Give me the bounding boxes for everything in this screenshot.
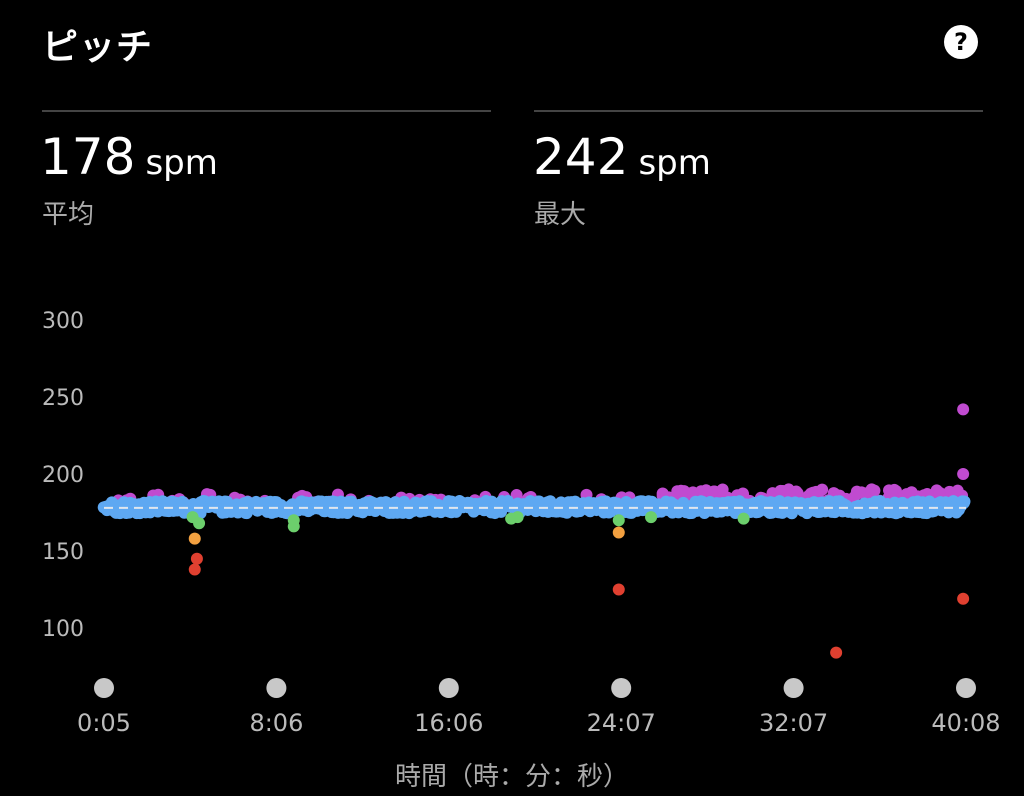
x-tick-label: 8:06: [249, 709, 303, 737]
max-value: 242 spm: [533, 128, 711, 186]
data-point-purple: [957, 468, 970, 480]
data-point-green: [612, 514, 625, 527]
help-icon[interactable]: ?: [944, 25, 978, 59]
x-tick-marker: [783, 678, 804, 698]
data-point-green: [287, 514, 300, 527]
average-number: 178: [40, 128, 136, 186]
data-point-high: [905, 486, 918, 499]
x-tick-label: 32:07: [759, 709, 828, 737]
data-point-red: [957, 592, 970, 605]
average-unit: spm: [145, 143, 218, 183]
x-tick-label: 40:08: [931, 709, 1000, 737]
max-unit: spm: [638, 143, 711, 183]
divider-left: [42, 110, 491, 112]
data-point-green: [737, 512, 750, 525]
y-tick-label: 150: [42, 540, 84, 565]
data-point-high: [686, 486, 699, 499]
max-number: 242: [533, 128, 629, 186]
page-title: ピッチ: [42, 27, 154, 68]
average-value: 178 spm: [40, 128, 218, 186]
y-tick-label: 100: [42, 617, 84, 642]
data-point-green: [645, 511, 658, 524]
data-point-high: [951, 484, 964, 497]
data-point-red: [830, 646, 843, 659]
x-tick-marker: [266, 678, 287, 698]
x-tick-marker: [956, 678, 976, 698]
divider-right: [534, 110, 983, 112]
y-tick-label: 200: [42, 463, 84, 488]
data-point-green: [511, 511, 524, 524]
data-point-normal: [958, 495, 971, 508]
data-point-orange: [612, 526, 625, 539]
x-tick-label: 24:07: [587, 709, 656, 737]
x-axis-label: 時間（時：分：秒）: [394, 762, 629, 792]
x-tick-marker: [94, 678, 114, 698]
data-point-green: [193, 517, 206, 530]
data-point-high: [933, 486, 946, 499]
data-point-high: [885, 485, 898, 498]
data-point-red: [190, 552, 203, 565]
average-label: 平均: [42, 200, 95, 230]
data-point-orange: [188, 532, 201, 545]
data-point-red: [612, 583, 625, 596]
max-label: 最大: [534, 200, 587, 230]
x-tick-marker: [611, 678, 632, 698]
x-tick-label: 0:05: [77, 709, 131, 737]
y-tick-label: 300: [42, 309, 84, 334]
y-tick-label: 250: [42, 386, 84, 411]
data-point-high: [853, 486, 866, 499]
x-tick-label: 16:06: [414, 709, 483, 737]
data-point-purple: [957, 403, 970, 416]
data-point-red: [188, 563, 201, 576]
x-tick-marker: [438, 678, 459, 698]
